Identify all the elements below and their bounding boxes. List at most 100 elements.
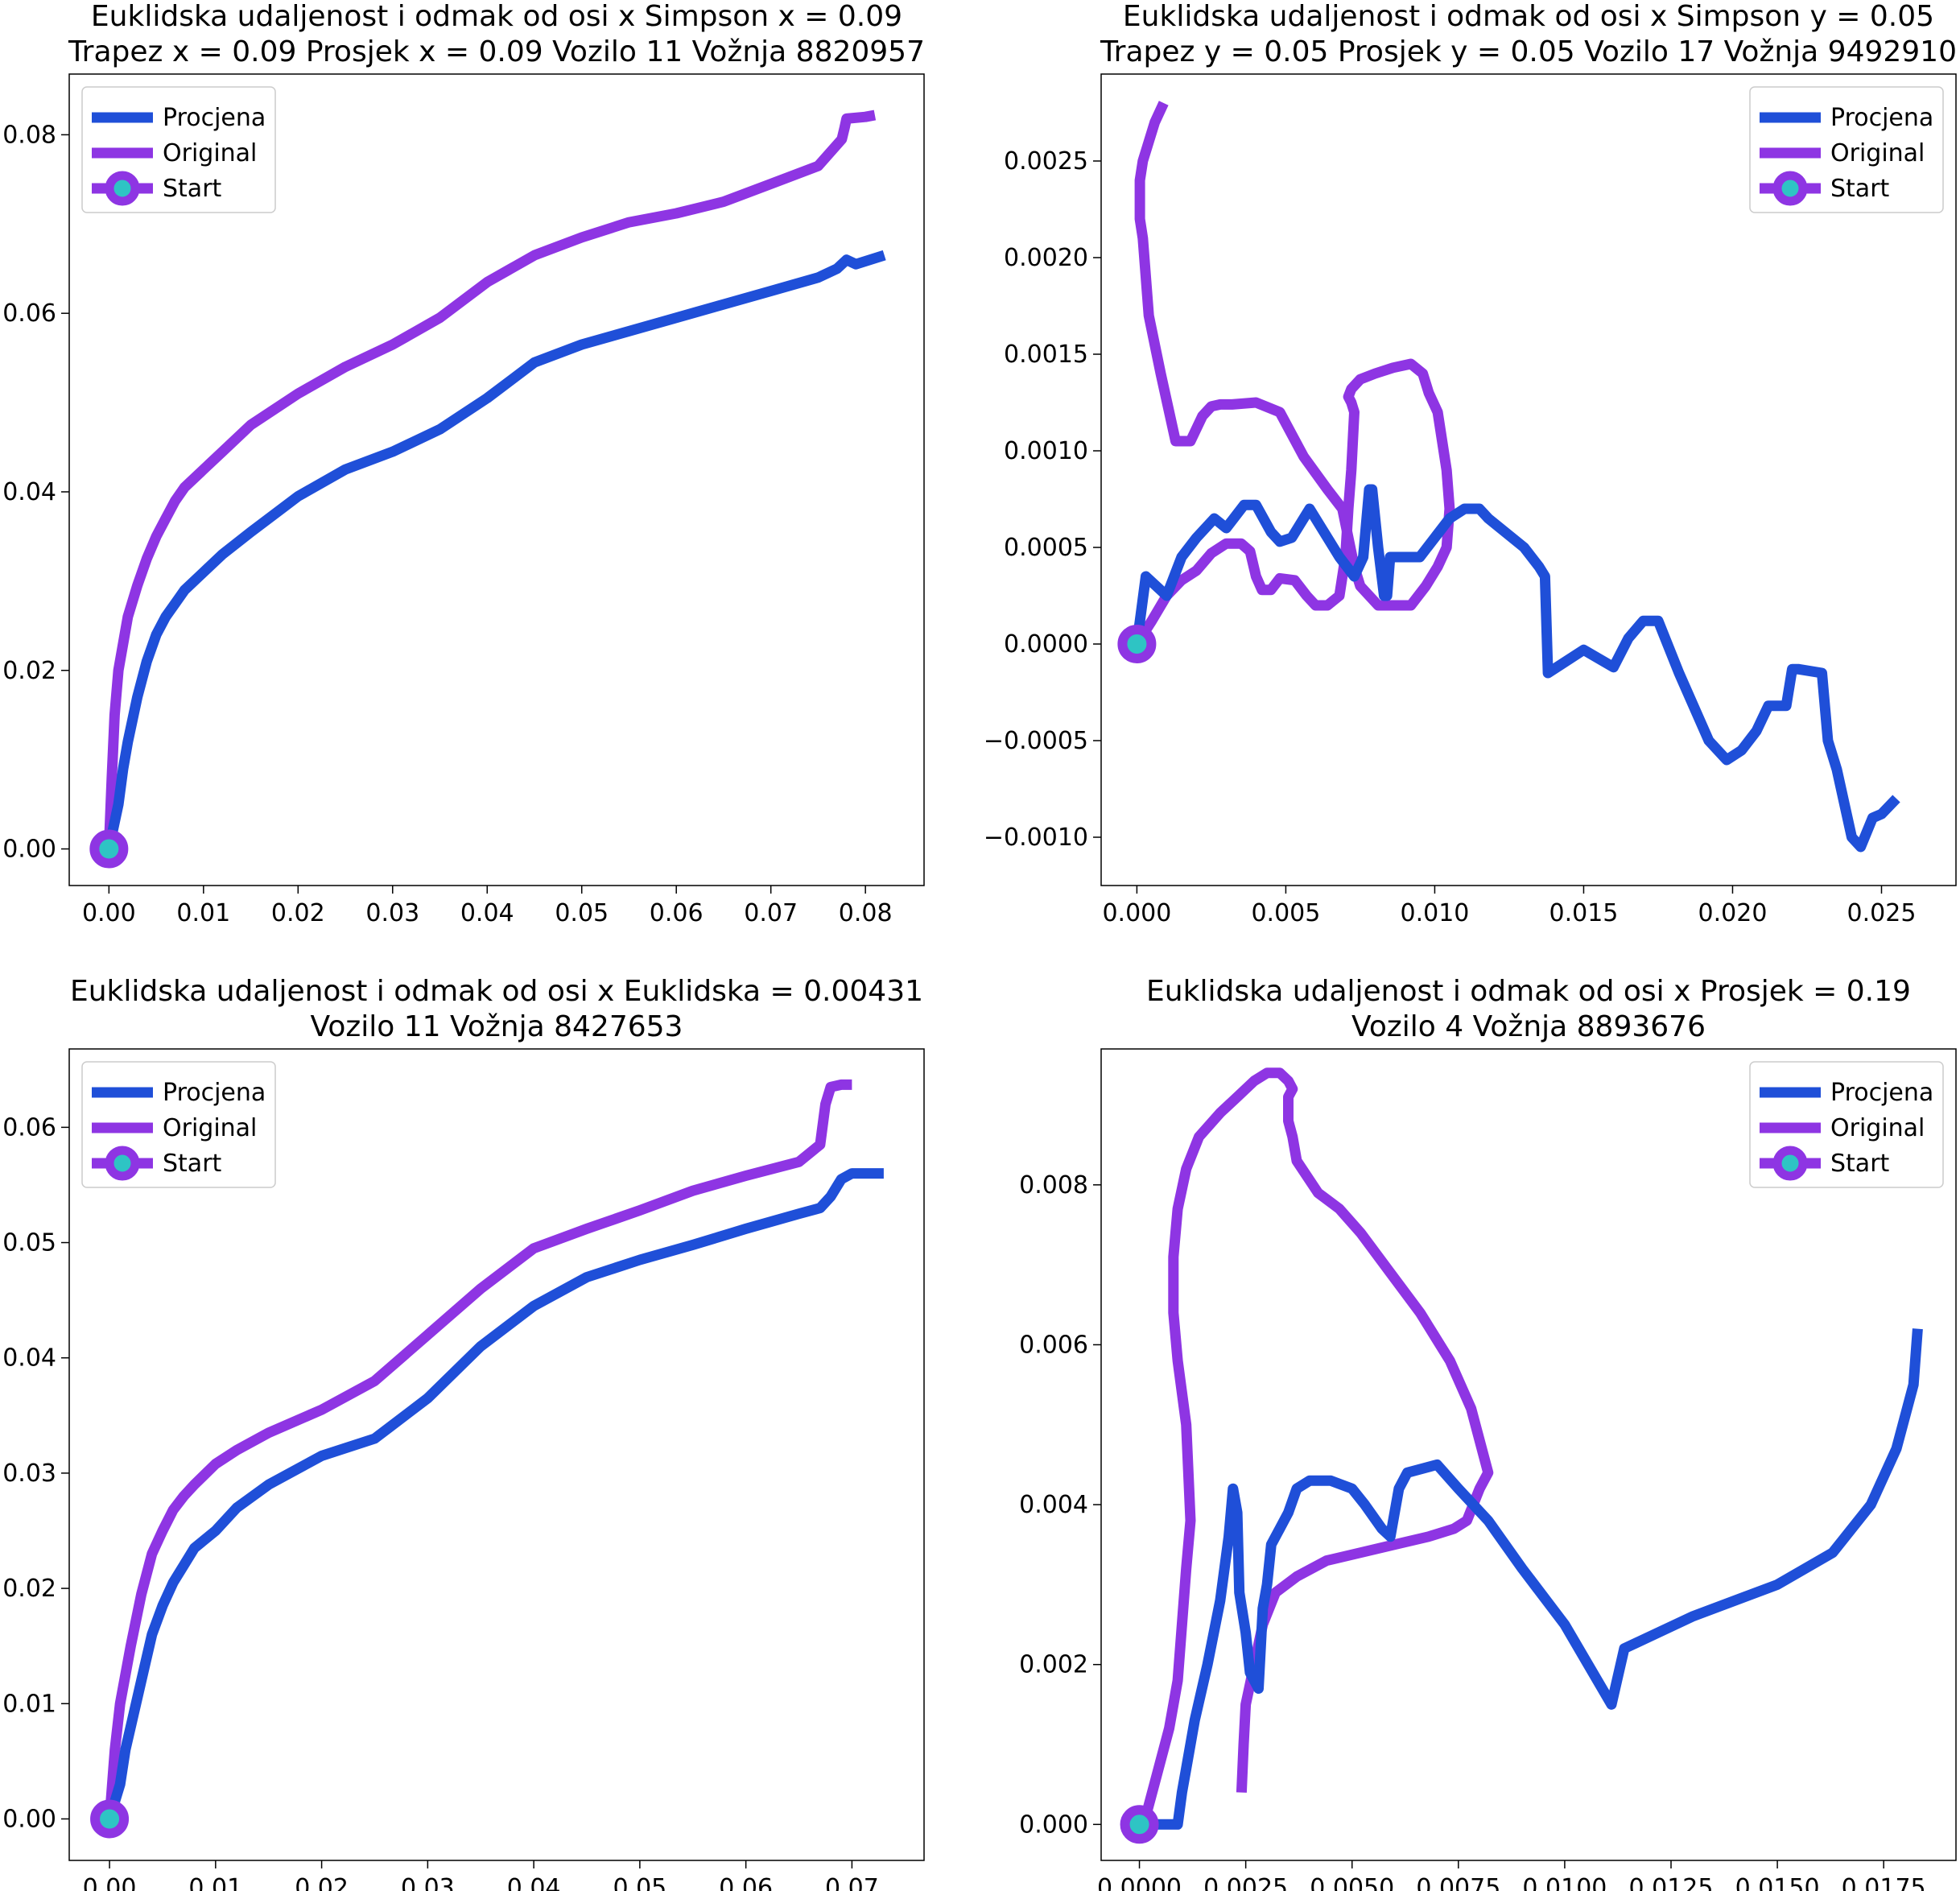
x-tick-label: 0.05: [613, 1874, 666, 1891]
x-tick-label: 0.06: [719, 1874, 773, 1891]
x-tick-label: 0.03: [365, 899, 419, 927]
y-tick-label: −0.0005: [984, 727, 1088, 755]
start-marker: [1120, 1805, 1159, 1844]
x-tick-label: 0.0175: [1842, 1874, 1926, 1891]
axes-frame: [68, 1048, 925, 1861]
original-line: [1134, 101, 1360, 568]
legend-label: Start: [1830, 1150, 1890, 1178]
x-tick-label: 0.04: [507, 1874, 561, 1891]
legend-label: Procjena: [163, 1079, 266, 1107]
estimate-line: [104, 1168, 884, 1821]
x-tick-label: 0.010: [1400, 899, 1469, 927]
x-tick-label: 0.01: [188, 1874, 242, 1891]
estimate-line: [1139, 1328, 1923, 1830]
y-tick-label: 0.006: [1019, 1331, 1088, 1359]
legend-label: Start: [163, 175, 222, 203]
y-tick-label: −0.0010: [984, 824, 1088, 852]
legend: Procjena Original Start: [81, 86, 276, 213]
plot-area: [1134, 1067, 1923, 1830]
y-tick-label: 0.0000: [1004, 630, 1088, 659]
y-tick-label: 0.0025: [1004, 147, 1088, 175]
y-tick-label: 0.0005: [1004, 534, 1088, 562]
y-tick-label: 0.08: [2, 121, 56, 149]
legend: Procjena Original Start: [1749, 1061, 1944, 1188]
x-tick-label: 0.03: [401, 1874, 455, 1891]
y-tick-label: 0.02: [2, 657, 56, 685]
chart-title-line-2: Vozilo 11 Vožnja 8427653: [311, 1010, 683, 1043]
x-tick-label: 0.05: [555, 899, 609, 927]
y-tick-label: 0.06: [2, 299, 56, 328]
subplot-4: Euklidska udaljenost i odmak od osi x Pr…: [1019, 975, 1957, 1891]
legend-label: Original: [1830, 139, 1925, 167]
x-tick-label: 0.0025: [1203, 1874, 1288, 1891]
subplot-3: Euklidska udaljenost i odmak od osi x Eu…: [2, 975, 925, 1891]
chart-title-line-1: Euklidska udaljenost i odmak od osi x Pr…: [1146, 975, 1911, 1008]
y-tick-label: 0.00: [2, 1805, 56, 1833]
legend-start-marker: [1772, 171, 1808, 206]
legend-label: Original: [163, 139, 257, 167]
chart-title-line-1: Euklidska udaljenost i odmak od osi x Si…: [91, 0, 902, 33]
subplot-1: Euklidska udaljenost i odmak od osi x Si…: [2, 0, 925, 927]
legend-start-marker: [1772, 1146, 1808, 1181]
legend-label: Start: [1830, 175, 1890, 203]
x-tick-label: 0.0150: [1735, 1874, 1820, 1891]
legend-label: Original: [163, 1114, 257, 1142]
original-line: [1134, 1067, 1494, 1827]
legend: Procjena Original Start: [1749, 86, 1944, 213]
x-tick-label: 0.06: [650, 899, 704, 927]
y-tick-label: 0.04: [2, 1344, 56, 1373]
start-marker: [90, 1799, 130, 1839]
original-line: [103, 109, 877, 849]
y-tick-label: 0.01: [2, 1690, 56, 1718]
y-tick-label: 0.02: [2, 1575, 56, 1603]
start-marker: [89, 829, 129, 869]
chart-title-line-1: Euklidska udaljenost i odmak od osi x Eu…: [70, 975, 923, 1008]
x-tick-label: 0.01: [176, 899, 230, 927]
x-tick-label: 0.08: [839, 899, 893, 927]
axes-frame: [68, 73, 925, 886]
y-tick-label: 0.000: [1019, 1810, 1088, 1839]
estimate-line: [1131, 484, 1900, 853]
y-tick-label: 0.002: [1019, 1651, 1088, 1679]
x-tick-label: 0.04: [460, 899, 514, 927]
x-tick-label: 0.02: [271, 899, 325, 927]
x-tick-label: 0.020: [1698, 899, 1768, 927]
x-tick-label: 0.0075: [1416, 1874, 1500, 1891]
chart-title-line-2: Trapez x = 0.09 Prosjek x = 0.09 Vozilo …: [68, 35, 925, 68]
y-tick-label: 0.04: [2, 478, 56, 506]
y-tick-label: 0.004: [1019, 1491, 1088, 1519]
x-tick-label: 0.0000: [1097, 1874, 1182, 1891]
x-tick-label: 0.00: [82, 899, 136, 927]
y-tick-label: 0.0010: [1004, 437, 1088, 465]
x-tick-label: 0.015: [1549, 899, 1619, 927]
y-tick-label: 0.05: [2, 1229, 56, 1257]
y-tick-label: 0.00: [2, 836, 56, 864]
original-line-loop: [1132, 358, 1455, 647]
chart-title-line-1: Euklidska udaljenost i odmak od osi x Si…: [1123, 0, 1934, 33]
start-marker: [1117, 625, 1157, 663]
estimate-line: [103, 250, 886, 850]
plot-area: [104, 1079, 884, 1821]
x-tick-label: 0.000: [1102, 899, 1171, 927]
legend: Procjena Original Start: [81, 1061, 276, 1188]
x-tick-label: 0.00: [83, 1874, 137, 1891]
subplot-2: Euklidska udaljenost i odmak od osi x Si…: [984, 0, 1957, 927]
legend-label: Original: [1830, 1114, 1925, 1142]
x-tick-label: 0.0050: [1310, 1874, 1394, 1891]
x-tick-label: 0.0100: [1522, 1874, 1607, 1891]
y-tick-label: 0.0020: [1004, 244, 1088, 272]
y-tick-label: 0.06: [2, 1113, 56, 1142]
y-tick-label: 0.008: [1019, 1171, 1088, 1199]
original-line: [104, 1079, 852, 1819]
x-tick-label: 0.07: [744, 899, 798, 927]
x-tick-label: 0.07: [825, 1874, 879, 1891]
y-tick-label: 0.0015: [1004, 341, 1088, 369]
legend-label: Procjena: [1830, 104, 1933, 132]
plot-area: [103, 109, 886, 850]
x-tick-label: 0.005: [1251, 899, 1320, 927]
x-tick-label: 0.02: [295, 1874, 349, 1891]
legend-start-marker: [105, 1146, 140, 1181]
legend-label: Start: [163, 1150, 222, 1178]
legend-label: Procjena: [163, 104, 266, 132]
